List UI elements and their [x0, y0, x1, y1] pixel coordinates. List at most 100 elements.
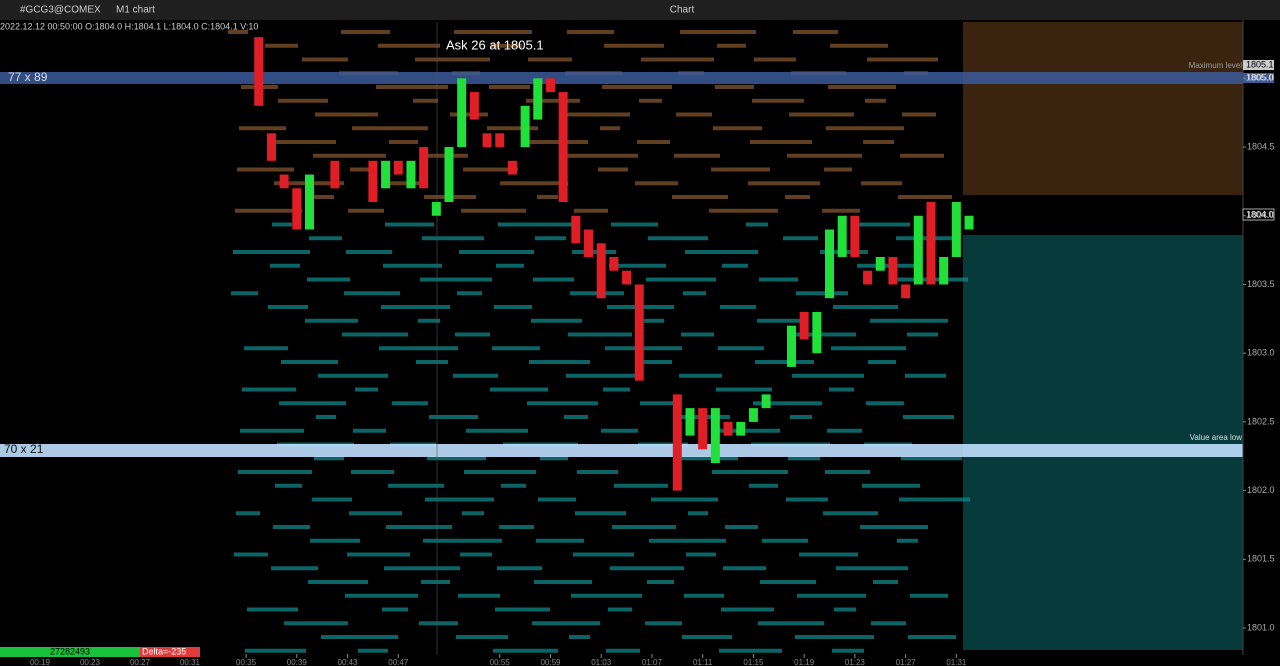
heat-stripe	[569, 635, 590, 639]
heat-stripe	[270, 263, 300, 268]
heat-stripe	[823, 511, 878, 516]
heat-stripe	[487, 126, 538, 131]
heat-stripe	[352, 126, 428, 131]
heat-stripe	[572, 250, 616, 254]
heat-stripe	[750, 140, 812, 144]
candle-body	[304, 174, 314, 230]
heat-stripe	[755, 360, 814, 364]
heat-stripe	[753, 401, 822, 406]
heat-stripe	[834, 607, 856, 612]
symbol[interactable]: #GCG3@COMEX	[20, 5, 101, 16]
heat-stripe	[314, 456, 344, 461]
heat-stripe	[231, 291, 258, 296]
candle-body	[710, 408, 720, 464]
heat-stripe	[785, 195, 810, 199]
heat-stripe	[675, 456, 738, 461]
heat-stripe	[240, 428, 304, 433]
heat-stripe	[783, 236, 818, 241]
timeframe[interactable]: M1 chart	[116, 5, 155, 16]
heat-stripe	[415, 57, 490, 62]
heat-stripe	[419, 621, 458, 626]
y-tick-label: 1805.0	[1247, 73, 1275, 83]
heat-stripe	[492, 346, 540, 351]
heat-stripe	[866, 401, 904, 406]
heat-stripe	[278, 98, 328, 103]
heat-stripe	[902, 112, 936, 117]
heat-stripe	[573, 552, 634, 557]
heat-stripe	[719, 648, 782, 653]
y-tick-label: 1802.5	[1247, 416, 1275, 426]
heat-stripe	[236, 511, 260, 516]
candle-body	[685, 408, 695, 436]
candle-body	[698, 408, 708, 450]
candle-body	[558, 92, 568, 203]
x-tick-label: 01:03	[591, 658, 612, 666]
heat-stripe	[540, 456, 568, 461]
heat-stripe	[383, 263, 442, 268]
heat-stripe	[674, 153, 720, 158]
heat-stripe	[422, 236, 484, 241]
candle-body	[939, 256, 949, 285]
y-tick-label: 1803.0	[1247, 348, 1275, 358]
heat-stripe	[683, 291, 706, 296]
heat-stripe	[721, 607, 774, 612]
left-time: 00:19	[30, 658, 51, 666]
maximum-level-band	[0, 72, 1243, 84]
heat-stripe	[493, 648, 558, 653]
heat-stripe	[561, 153, 638, 158]
heat-stripe	[606, 648, 640, 653]
heat-stripe	[611, 222, 658, 227]
candle-body	[381, 160, 391, 189]
heat-stripe	[598, 167, 628, 172]
heat-stripe	[242, 387, 296, 392]
y-tick-label: 1801.0	[1247, 622, 1275, 632]
heat-stripe	[649, 538, 726, 543]
heat-stripe	[749, 483, 778, 488]
heat-stripe	[450, 112, 488, 117]
x-tick-label: 01:23	[845, 658, 866, 666]
delta-bar	[140, 647, 200, 657]
heat-stripe	[646, 277, 716, 282]
heat-stripe	[790, 415, 812, 419]
heat-stripe	[381, 305, 450, 309]
heat-stripe	[676, 112, 712, 117]
heat-stripe	[725, 525, 758, 529]
heat-stripe	[534, 580, 592, 584]
x-tick-label: 01:31	[946, 658, 967, 666]
heat-stripe	[754, 57, 796, 62]
heat-stripe	[603, 387, 630, 392]
ask-box	[1243, 60, 1274, 70]
heat-bid-zone	[963, 235, 1243, 650]
heat-stripe	[907, 332, 938, 337]
candle-body	[469, 92, 479, 120]
heat-stripe	[796, 291, 848, 296]
info-line: 2022.12.12 00:50:00 O:1804.0 H:1804.1 L:…	[0, 21, 258, 31]
value-area-low-label: Value area low	[1190, 433, 1243, 442]
close-price: 1804.0	[1246, 209, 1274, 219]
heat-stripe	[421, 580, 450, 584]
y-tick-label: 1803.5	[1247, 279, 1275, 289]
heat-stripe	[828, 85, 896, 89]
heat-stripe	[679, 373, 722, 378]
heat-stripe	[310, 538, 360, 543]
candle-body	[736, 421, 746, 436]
heat-stripe	[537, 195, 558, 199]
y-tick-label: 1804.0	[1247, 210, 1275, 220]
heat-stripe	[711, 167, 770, 172]
heat-stripe	[353, 428, 386, 433]
heat-stripe	[641, 57, 714, 62]
candle-body	[901, 284, 911, 299]
heat-stripe	[712, 470, 788, 474]
left-time: 00:27	[130, 658, 151, 666]
heat-stripe	[862, 483, 920, 488]
y-tick-label: 1801.5	[1247, 554, 1275, 564]
heat-stripe	[900, 153, 944, 158]
heat-stripe	[759, 277, 798, 282]
x-tick-label: 00:47	[388, 658, 409, 666]
ask-annotation: Ask 26 at 1805.1	[446, 37, 544, 52]
heat-stripe	[567, 30, 614, 34]
heat-stripe	[379, 346, 458, 351]
heat-stripe	[577, 470, 618, 474]
heat-stripe	[824, 167, 852, 172]
heat-stripe	[793, 30, 838, 34]
